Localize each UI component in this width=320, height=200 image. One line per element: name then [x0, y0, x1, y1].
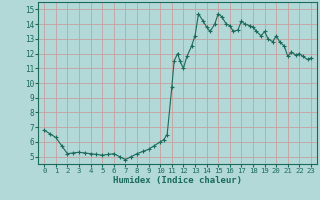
X-axis label: Humidex (Indice chaleur): Humidex (Indice chaleur) — [113, 176, 242, 185]
